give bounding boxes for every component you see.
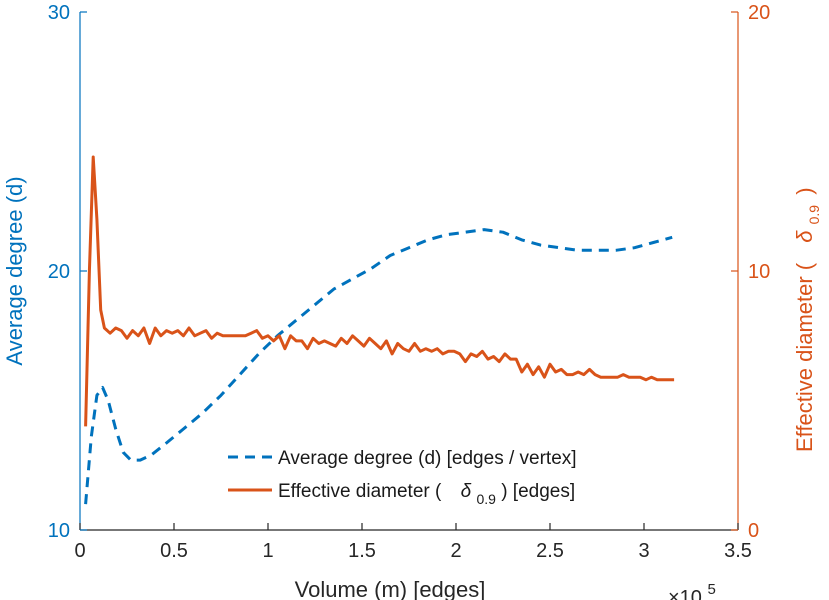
legend-label-effective-diameter-prefix: Effective diameter ( [278,481,442,502]
x-tick-label: 0.5 [160,540,188,562]
right-y-tick-label: 0 [748,520,759,542]
legend-label-average-degree: Average degree (d) [edges / vertex] [278,448,577,469]
legend-label-effective-diameter-suffix: ) [edges] [501,481,575,502]
x-tick-label: 1.5 [348,540,376,562]
series-line-average-degree [84,228,673,505]
right-y-tick-label: 20 [748,2,770,24]
svg-text:×10 5: ×10 5 [668,581,716,600]
series-line-effective-diameter [84,155,675,427]
left-y-axis-ticks: 10 20 30 [48,2,87,542]
legend-label-effective-diameter-symbol: δ [461,481,472,502]
left-y-axis-label: Average degree (d) [2,176,27,365]
x-exponent-base: ×10 [668,587,702,600]
left-y-tick-label: 20 [48,261,70,283]
x-exponent-power: 5 [708,581,716,598]
series-layer [84,155,675,505]
svg-text:Effective diameter ( δ: Effective diameter ( δ 0.9 ) [792,187,824,452]
x-tick-label: 0 [74,540,85,562]
right-y-axis-ticks: 0 10 20 [731,2,770,542]
x-axis-ticks: 0 0.5 1 1.5 2 2.5 3 3.5 [74,523,752,562]
right-y-tick-label: 10 [748,261,770,283]
x-axis-label: Volume (m) [edges] [295,577,486,600]
svg-text:Effective diameter ( δ: Effective diameter ( δ 0.9 ) [edges] [278,481,575,509]
x-tick-label: 1 [262,540,273,562]
left-y-tick-label: 30 [48,2,70,24]
x-tick-label: 2 [450,540,461,562]
legend-label-effective-diameter-subscript: 0.9 [476,491,496,507]
x-tick-label: 2.5 [536,540,564,562]
legend: Average degree (d) [edges / vertex] Effe… [228,448,577,509]
right-axis-label-suffix: ) [792,187,817,194]
left-y-tick-label: 10 [48,520,70,542]
right-y-axis-label: Effective diameter ( δ 0.9 ) [792,187,824,452]
right-axis-label-prefix: Effective diameter ( [792,262,817,452]
right-axis-label-subscript: 0.9 [806,205,822,225]
x-axis-exponent: ×10 5 [668,581,716,600]
right-axis-label-symbol: δ [792,230,817,243]
x-tick-label: 3 [638,540,649,562]
x-tick-label: 3.5 [724,540,752,562]
